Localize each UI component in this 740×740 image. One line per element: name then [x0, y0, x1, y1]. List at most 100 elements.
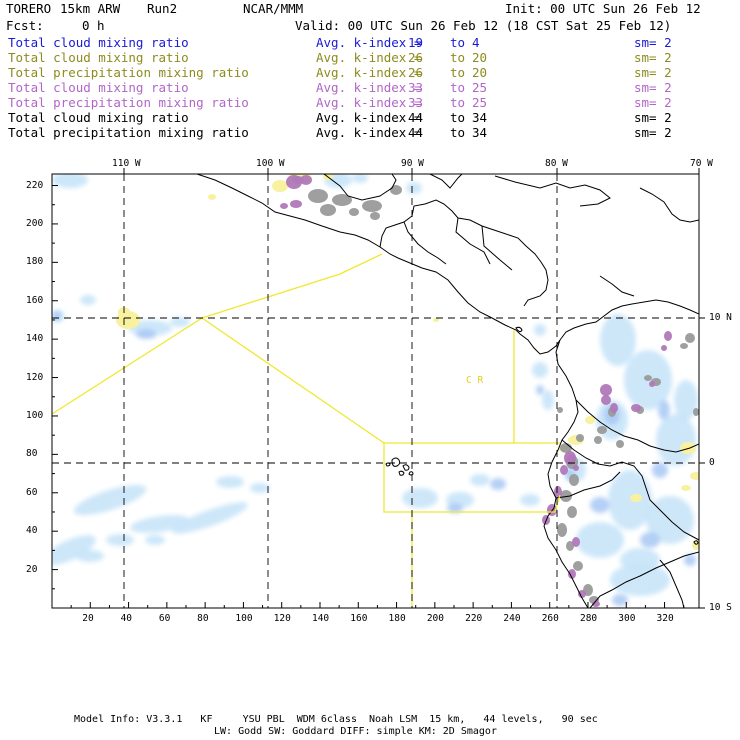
legend-avg: Avg. k-index = — [316, 50, 422, 65]
magenta-cell — [601, 395, 611, 405]
precip-cell — [272, 180, 288, 192]
gray-cell — [566, 541, 574, 551]
x-grid-label: 40 — [120, 613, 133, 624]
cloud-cell — [542, 390, 554, 410]
gray-cell — [332, 194, 352, 206]
precip-cell — [680, 442, 696, 454]
y-grid-label: 160 — [26, 294, 44, 306]
legend-to-word: to — [450, 35, 466, 50]
precip-cell — [585, 416, 595, 424]
cloud-cell — [172, 502, 248, 534]
legend-row: Total cloud mixing ratio Avg. k-index = 26… — [8, 51, 728, 65]
precip-cell — [433, 318, 439, 322]
precip-cell — [208, 194, 216, 200]
legend-to: 25 — [472, 95, 488, 110]
legend-to-word: to — [450, 80, 466, 95]
model-resolution: 15km ARW — [60, 1, 121, 16]
cloud-cell — [52, 174, 88, 188]
legend-from: 33 — [408, 95, 424, 110]
legend-sm: sm= 2 — [634, 110, 672, 125]
cloud-cell — [52, 535, 96, 565]
lon-label-70w: 70 W — [690, 158, 713, 169]
legend-field: Total precipitation mixing ratio — [8, 65, 249, 80]
cloud-cell — [684, 554, 696, 566]
cloud-cell — [490, 478, 506, 490]
cloud-cell — [130, 515, 190, 533]
x-grid-label: 260 — [541, 613, 559, 624]
legend-avg: Avg. k-index = — [316, 95, 422, 110]
x-grid-label: 240 — [503, 613, 521, 624]
legend-avg: Avg. k-index = — [316, 125, 422, 140]
magenta-cell — [286, 175, 302, 189]
magenta-cell — [564, 451, 576, 465]
cloud-cell — [652, 462, 668, 478]
legend-to: 20 — [472, 50, 488, 65]
legend-row: Total precipitation mixing ratio Avg. k-i… — [8, 126, 728, 140]
legend-row: Total cloud mixing ratio Avg. k-index = 19… — [8, 36, 728, 50]
gray-cell — [349, 208, 359, 216]
magenta-cell — [631, 404, 641, 412]
x-grid-label: 140 — [311, 613, 330, 624]
cloud-cell — [136, 329, 156, 339]
coastlines — [196, 174, 699, 608]
x-grid-label: 220 — [465, 613, 483, 624]
legend-to: 25 — [472, 80, 488, 95]
lon-label-100w: 100 W — [256, 158, 285, 169]
cloud-cell — [520, 494, 540, 506]
legend-sm: sm= 2 — [634, 95, 672, 110]
lon-label-110w: 110 W — [112, 158, 141, 169]
y-grid-label: 20 — [26, 563, 38, 575]
legend-sm: sm= 2 — [634, 125, 672, 140]
gray-cell — [569, 474, 579, 486]
precip-cell — [323, 174, 333, 180]
magenta-cell — [560, 465, 568, 475]
gray-cell — [680, 343, 688, 349]
legend-to: 20 — [472, 65, 488, 80]
y-grid-label: 60 — [26, 486, 38, 498]
legend-to: 34 — [472, 125, 488, 140]
gray-precip-cells — [292, 176, 699, 604]
legend-to: 34 — [472, 110, 488, 125]
cloud-cell — [402, 488, 438, 508]
axis-tickmarks — [51, 168, 705, 609]
legend-avg: Avg. k-index = — [316, 65, 422, 80]
cloud-cell — [250, 483, 270, 493]
gray-cell — [573, 561, 583, 571]
cloud-cell — [447, 503, 463, 513]
magenta-cell — [572, 537, 580, 547]
gray-cell — [362, 200, 382, 212]
magenta-cell — [568, 569, 576, 579]
cloud-cell — [534, 324, 546, 336]
magenta-cell — [600, 384, 612, 396]
gray-cell — [390, 185, 402, 195]
valid-time: Valid: 00 UTC Sun 26 Feb 12 (18 CST Sat … — [295, 18, 672, 33]
x-grid-label: 320 — [656, 613, 674, 624]
gray-cell — [370, 212, 380, 220]
model-info-line2: LW: Godd SW: Goddard DIFF: simple KM: 2D… — [214, 726, 497, 737]
model-info-line1: Model Info: V3.3.1 KF YSU PBL WDM 6class… — [74, 714, 598, 725]
magenta-cell — [661, 345, 667, 351]
cloud-cell — [352, 174, 368, 183]
x-grid-label: 300 — [618, 613, 636, 624]
magenta-cell — [280, 203, 288, 209]
model-run: Run2 — [147, 1, 178, 16]
legend-row: Total precipitation mixing ratio Avg. k-i… — [8, 96, 728, 110]
legend-from: 26 — [408, 65, 424, 80]
magenta-cell — [290, 200, 302, 208]
cloud-cell — [470, 474, 490, 486]
cloud-cell — [53, 311, 61, 321]
init-time: Init: 00 UTC Sun 26 Feb 12 — [505, 1, 701, 16]
model-name: TORERO — [6, 1, 52, 16]
x-grid-label: 180 — [388, 613, 406, 624]
cloud-cell — [612, 594, 628, 606]
x-grid-label: 60 — [158, 613, 171, 624]
legend-field: Total cloud mixing ratio — [8, 35, 189, 50]
cloud-cell — [170, 317, 190, 327]
legend-from: 33 — [408, 80, 424, 95]
legend-sm: sm= 2 — [634, 80, 672, 95]
gray-cell — [693, 408, 699, 416]
y-grid-label: 220 — [26, 179, 44, 191]
legend-sm: sm= 2 — [634, 35, 672, 50]
forecast-label: Fcst: — [6, 18, 44, 33]
